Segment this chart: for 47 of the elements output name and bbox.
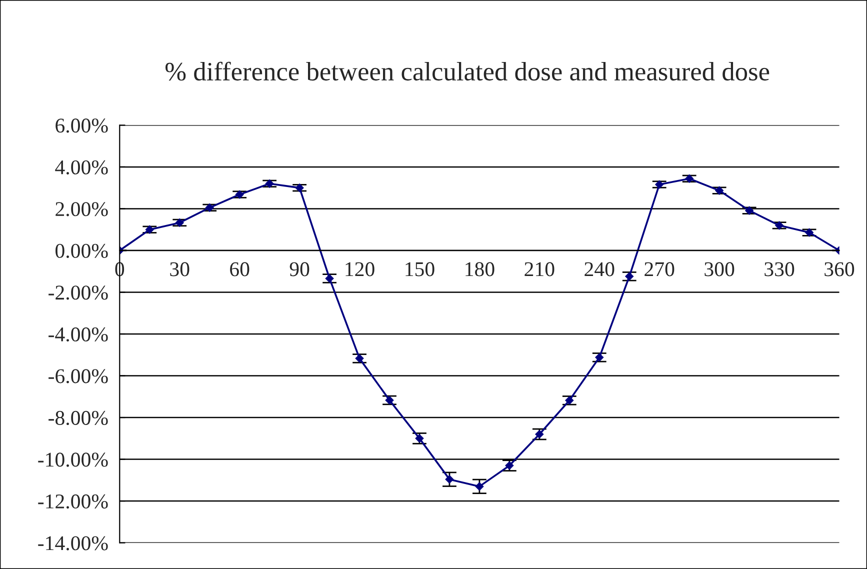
x-tick-label: 150 <box>406 262 434 276</box>
x-tick-label: 120 <box>346 262 374 276</box>
point <box>595 353 604 362</box>
point <box>235 190 244 199</box>
point <box>355 354 364 363</box>
x-tick-label: 300 <box>704 262 734 276</box>
y-tick-label: -8.00% <box>48 410 108 426</box>
x-tick-label: 240 <box>584 262 614 276</box>
point <box>505 461 514 470</box>
y-tick-label: -14.00% <box>38 536 108 550</box>
y-tick-label: 0.00% <box>56 244 108 258</box>
point <box>445 475 454 484</box>
point <box>415 434 424 443</box>
point <box>385 396 394 404</box>
point <box>715 186 724 195</box>
x-tick-label: 270 <box>644 262 674 276</box>
x-tick-label: 210 <box>524 262 554 276</box>
point <box>775 221 784 230</box>
point <box>535 430 544 438</box>
x-tick-label: 360 <box>824 262 854 276</box>
y-tick-label: -12.00% <box>38 494 108 509</box>
point <box>175 218 184 227</box>
point <box>625 272 634 280</box>
point <box>145 225 154 234</box>
y-tick-label: 4.00% <box>55 160 108 174</box>
point <box>295 184 304 192</box>
point <box>565 396 574 405</box>
y-tick-label: 2.00% <box>56 202 108 216</box>
y-tick-label: -4.00% <box>48 327 108 342</box>
y-tick-label: -6.00% <box>48 369 108 384</box>
x-tick-label: 330 <box>764 262 794 276</box>
point <box>805 228 814 237</box>
point <box>475 482 484 491</box>
point <box>655 180 664 189</box>
point <box>325 274 334 283</box>
y-tick-label: -10.00% <box>38 452 108 467</box>
point <box>685 174 694 183</box>
point <box>205 204 214 212</box>
x-tick-label: 30 <box>170 262 190 276</box>
point <box>745 206 754 215</box>
y-tick-label: 6.00% <box>56 118 108 133</box>
y-tick-label: -2.00% <box>48 286 108 300</box>
x-tick-label: 180 <box>466 262 494 276</box>
point <box>265 180 274 188</box>
x-tick-label: 60 <box>230 262 250 276</box>
x-tick-label: 90 <box>290 262 310 276</box>
chart-title: % difference between calculated dose and measured dose <box>165 62 770 81</box>
